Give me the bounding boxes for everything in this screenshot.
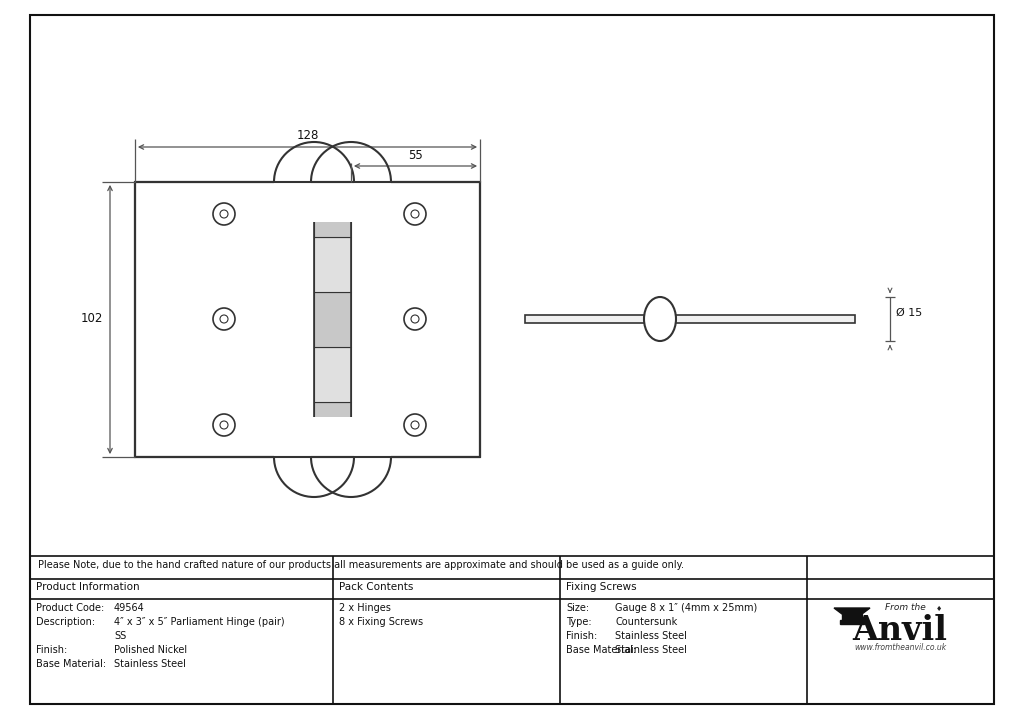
Bar [274,417,354,457]
Bar [311,180,391,183]
Text: 55: 55 [409,149,423,162]
Circle shape [220,210,228,218]
Circle shape [213,308,234,330]
Circle shape [411,421,419,429]
Circle shape [411,315,419,323]
Circle shape [404,414,426,436]
Polygon shape [842,614,862,620]
Circle shape [404,308,426,330]
Text: Gauge 8 x 1″ (4mm x 25mm): Gauge 8 x 1″ (4mm x 25mm) [615,603,758,613]
Circle shape [220,315,228,323]
Text: Finish:: Finish: [36,645,68,655]
Text: Base Material:: Base Material: [36,659,106,669]
Text: Polished Nickel: Polished Nickel [114,645,187,655]
Text: Stainless Steel: Stainless Steel [615,645,687,655]
Circle shape [220,421,228,429]
Bar [135,182,480,457]
Circle shape [213,414,234,436]
Bar [525,315,855,323]
Text: From the: From the [885,603,926,612]
Text: 49564: 49564 [114,603,144,613]
Ellipse shape [644,297,676,341]
Text: 128: 128 [296,129,318,142]
Polygon shape [834,608,870,614]
Bar [274,180,354,183]
Text: 4″ x 3″ x 5″ Parliament Hinge (pair): 4″ x 3″ x 5″ Parliament Hinge (pair) [114,617,285,627]
Text: ♦: ♦ [936,606,942,612]
Bar [274,182,354,222]
Text: Anvil: Anvil [853,613,947,646]
Text: Finish:: Finish: [566,631,597,641]
Text: Stainless Steel: Stainless Steel [615,631,687,641]
Text: Countersunk: Countersunk [615,617,677,627]
Bar [314,402,351,457]
Circle shape [213,203,234,225]
Text: Pack Contents: Pack Contents [339,582,414,592]
Bar [135,182,480,457]
Text: Product Code:: Product Code: [36,603,104,613]
Text: Please Note, due to the hand crafted nature of our products all measurements are: Please Note, due to the hand crafted nat… [38,560,684,570]
Text: Stainless Steel: Stainless Steel [114,659,186,669]
Text: Fixing Screws: Fixing Screws [566,582,637,592]
Text: Product Information: Product Information [36,582,139,592]
Text: Ø 15: Ø 15 [896,308,923,318]
Text: Base Material:: Base Material: [566,645,636,655]
Bar [314,182,351,237]
Bar [314,347,351,402]
Bar [314,182,351,457]
Text: 102: 102 [81,313,103,326]
Bar [274,456,354,459]
Text: 8 x Fixing Screws: 8 x Fixing Screws [339,617,423,627]
Circle shape [404,203,426,225]
Circle shape [411,210,419,218]
Text: Size:: Size: [566,603,589,613]
Bar [314,292,351,347]
Text: SS: SS [114,631,126,641]
Text: www.fromtheanvil.co.uk: www.fromtheanvil.co.uk [854,644,946,653]
Bar [314,237,351,292]
Polygon shape [840,620,864,624]
Bar [311,456,391,459]
Bar [311,417,391,457]
Bar [311,182,391,222]
Text: Description:: Description: [36,617,95,627]
Text: 2 x Hinges: 2 x Hinges [339,603,391,613]
Text: Type:: Type: [566,617,592,627]
